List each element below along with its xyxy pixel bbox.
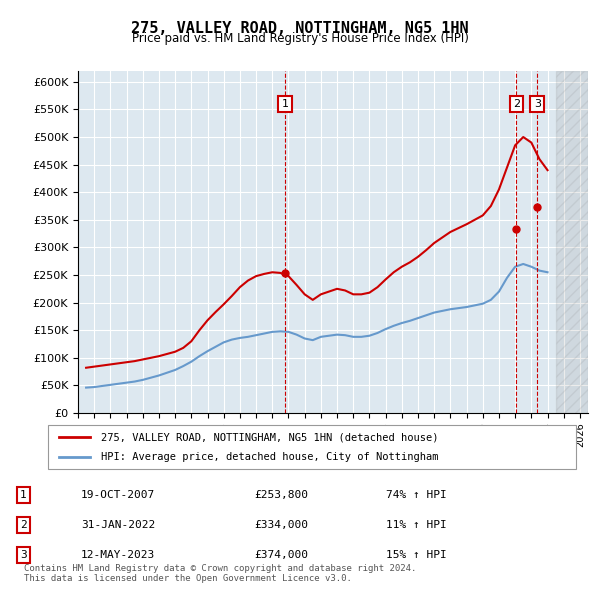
Text: 11% ↑ HPI: 11% ↑ HPI bbox=[386, 520, 447, 530]
Text: 31-JAN-2022: 31-JAN-2022 bbox=[81, 520, 155, 530]
Bar bbox=[556, 71, 588, 413]
Text: HPI: Average price, detached house, City of Nottingham: HPI: Average price, detached house, City… bbox=[101, 452, 438, 461]
Text: 15% ↑ HPI: 15% ↑ HPI bbox=[386, 550, 447, 560]
FancyBboxPatch shape bbox=[48, 425, 576, 469]
Text: 2: 2 bbox=[513, 99, 520, 109]
Text: Contains HM Land Registry data © Crown copyright and database right 2024.
This d: Contains HM Land Registry data © Crown c… bbox=[24, 563, 416, 583]
Text: £334,000: £334,000 bbox=[254, 520, 308, 530]
Text: 275, VALLEY ROAD, NOTTINGHAM, NG5 1HN (detached house): 275, VALLEY ROAD, NOTTINGHAM, NG5 1HN (d… bbox=[101, 432, 438, 442]
Text: 1: 1 bbox=[282, 99, 289, 109]
Text: Price paid vs. HM Land Registry's House Price Index (HPI): Price paid vs. HM Land Registry's House … bbox=[131, 32, 469, 45]
Text: 275, VALLEY ROAD, NOTTINGHAM, NG5 1HN: 275, VALLEY ROAD, NOTTINGHAM, NG5 1HN bbox=[131, 21, 469, 35]
Text: £374,000: £374,000 bbox=[254, 550, 308, 560]
Text: £253,800: £253,800 bbox=[254, 490, 308, 500]
Text: 3: 3 bbox=[534, 99, 541, 109]
Text: 19-OCT-2007: 19-OCT-2007 bbox=[81, 490, 155, 500]
Text: 1: 1 bbox=[20, 490, 27, 500]
Text: 3: 3 bbox=[20, 550, 27, 560]
Text: 2: 2 bbox=[20, 520, 27, 530]
Text: 74% ↑ HPI: 74% ↑ HPI bbox=[386, 490, 447, 500]
Text: 12-MAY-2023: 12-MAY-2023 bbox=[81, 550, 155, 560]
